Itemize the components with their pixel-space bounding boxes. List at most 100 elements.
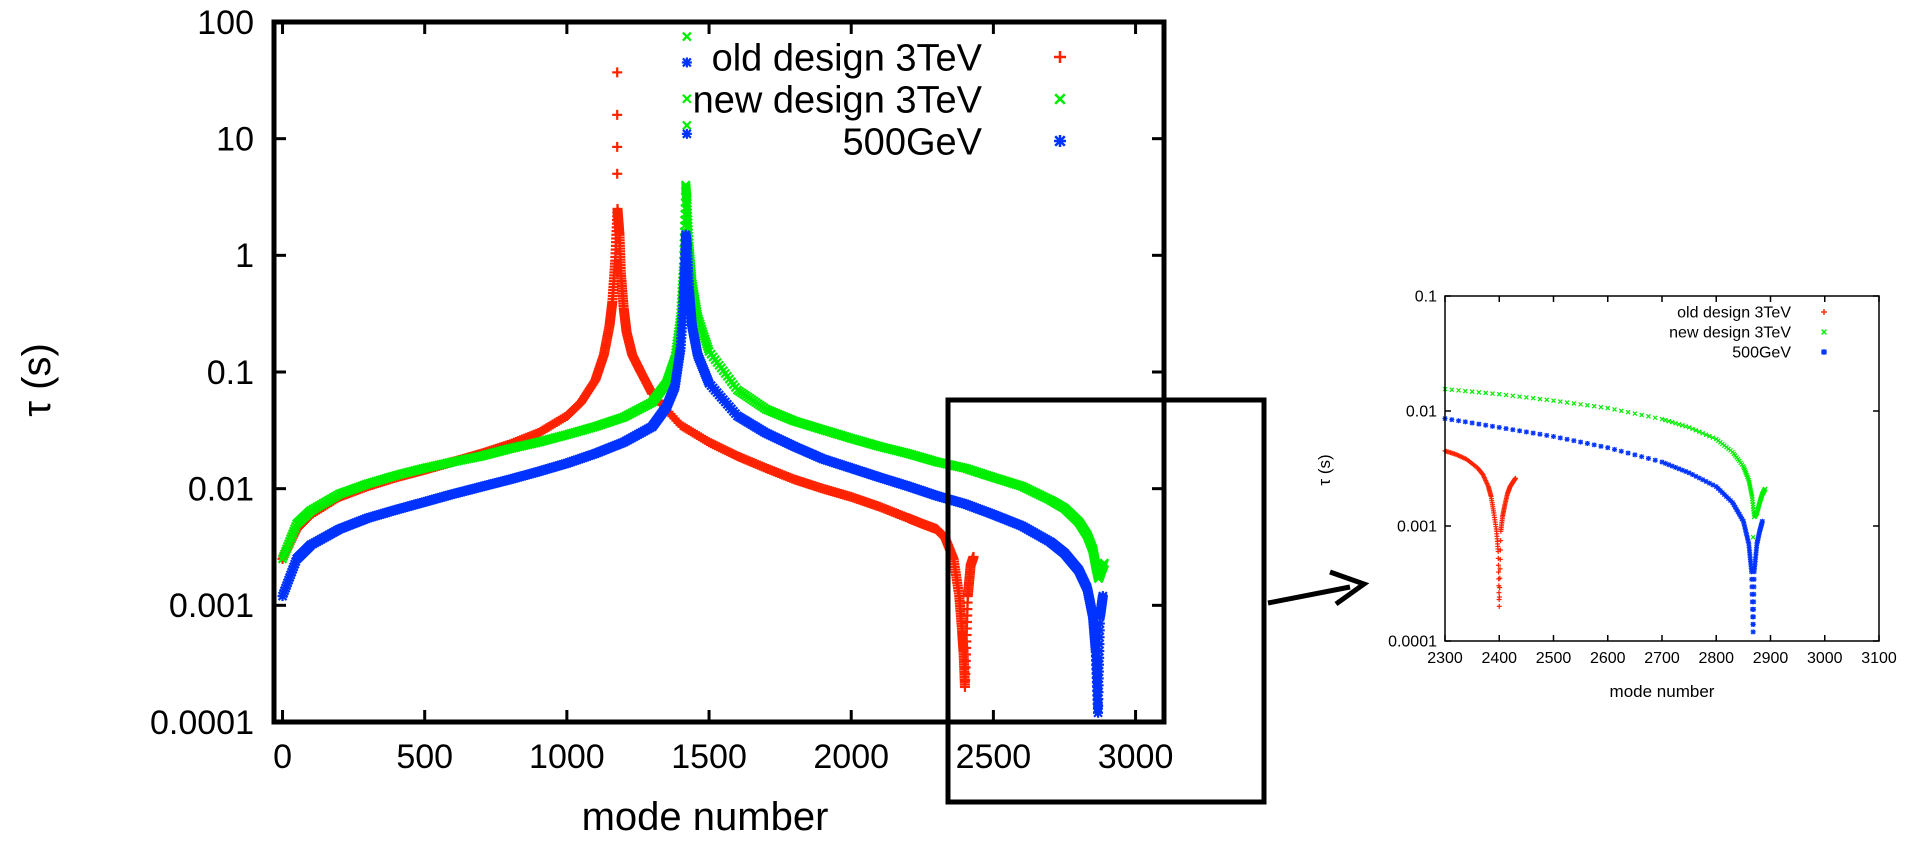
legend-marker [1821,309,1827,315]
inset-legend: old design 3TeV new design 3TeV 500GeV [1669,305,1827,362]
data-point [1476,389,1482,395]
data-point [1646,413,1651,419]
legend-label: 500GeV [843,121,983,163]
data-point [1639,412,1645,418]
data-point [1510,427,1516,433]
data-point [1496,594,1502,600]
data-point [1456,387,1461,393]
legend-marker [1821,329,1827,335]
data-point [681,128,692,139]
data-point [1659,416,1665,422]
data-point [1605,445,1611,451]
zoom-arrow [1267,569,1370,607]
data-point [1449,387,1455,393]
data-point [1618,408,1624,414]
main-chart: 0 500 1000 1500 2000 2500 3000 0.0001 0.001 0.01 0… [15,4,1173,839]
data-point [1490,391,1495,396]
data-point [1750,629,1756,635]
x-tick-label: 3000 [1098,738,1174,776]
x-tick-label: 1000 [529,738,605,776]
main-plot-frame [271,19,1167,725]
x-tick-label: 2300 [1427,650,1463,667]
data-point [612,67,623,78]
x-tick-label: 3100 [1861,650,1897,667]
data-point [1618,448,1624,454]
x-tick-label: 500 [396,738,453,776]
inset-plot-frame [1444,295,1880,642]
y-tick-label: 100 [197,4,254,42]
data-point [1496,424,1502,430]
data-point [1605,405,1611,411]
series-old-design-3tev [1442,448,1519,609]
data-point [1652,457,1658,463]
data-point [968,551,979,562]
x-tick-label: 2500 [956,738,1032,776]
data-point [1751,576,1757,582]
x-tick-label: 2800 [1698,650,1734,667]
data-point [612,168,623,179]
data-point [1598,404,1604,410]
data-point [1679,422,1685,428]
data-point [1750,534,1756,540]
data-point [1578,401,1584,407]
legend-label: old design 3TeV [712,37,983,79]
data-point [1517,394,1523,400]
data-point [1751,599,1757,605]
legend-marker [1054,135,1066,147]
data-point [682,120,692,131]
data-point [1517,428,1523,434]
data-point [1496,391,1502,397]
data-point [1673,420,1678,426]
data-point [1750,614,1756,620]
legend-marker [1821,349,1827,355]
x-tick-label: 0 [273,738,292,776]
data-point [1551,434,1556,440]
data-point [1469,389,1475,395]
data-point [1476,421,1482,427]
legend-marker [1054,51,1066,63]
data-point [1537,396,1543,402]
x-tick-label: 2000 [813,738,889,776]
data-point [1632,411,1638,417]
data-point [1489,423,1495,429]
y-tick-label: 0.001 [1397,519,1437,536]
data-point [1537,431,1543,437]
y-tick-label: 0.1 [1415,289,1437,306]
data-point [1652,415,1658,421]
data-point [1564,436,1570,442]
data-point [1591,403,1597,409]
x-tick-label: 1500 [671,738,747,776]
y-tick-label: 0.0001 [150,704,254,742]
data-point [1571,401,1577,406]
data-point [1759,518,1765,524]
legend-marker [1054,93,1066,105]
inset-x-axis-label: mode number [1610,682,1715,701]
inset-chart: 2300 2400 2500 2600 2700 2800 2900 3000 3100 0.00… [1315,289,1897,701]
main-y-axis-label: τ (s) [15,343,59,417]
main-x-axis-label: mode number [582,795,829,839]
data-point [1523,429,1529,435]
data-point [1591,442,1597,448]
data-point [1557,435,1563,441]
data-point [1751,591,1757,597]
y-tick-label: 0.01 [188,471,254,509]
data-point [1676,421,1682,427]
data-point [1462,419,1468,425]
data-point [1530,430,1536,436]
data-point [1469,420,1475,426]
series-500gev [277,57,1108,718]
data-point [1097,591,1108,602]
x-tick-label: 2400 [1481,650,1517,667]
data-point [1584,440,1590,446]
data-point [1510,393,1516,399]
y-tick-label: 0.1 [207,354,254,392]
legend-label: new design 3TeV [1669,325,1791,342]
data-point [1496,603,1502,609]
data-point [1496,590,1502,596]
inset-y-axis-label: τ (s) [1315,454,1334,485]
data-point [1645,455,1651,461]
data-point [1669,419,1675,425]
legend-label: old design 3TeV [1677,305,1791,322]
